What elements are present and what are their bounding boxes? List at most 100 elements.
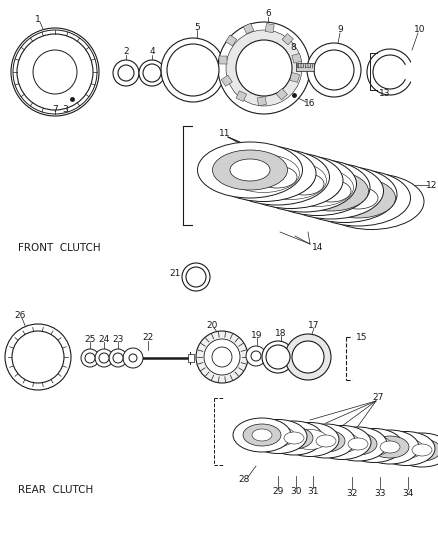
Text: 14: 14 (312, 244, 324, 253)
Circle shape (85, 353, 95, 363)
Text: 2: 2 (123, 47, 129, 56)
Circle shape (251, 351, 261, 361)
Circle shape (5, 324, 71, 390)
Ellipse shape (265, 421, 323, 455)
Ellipse shape (305, 170, 410, 226)
Ellipse shape (319, 174, 424, 230)
Ellipse shape (238, 152, 343, 208)
Text: 29: 29 (272, 488, 284, 497)
Text: 6: 6 (265, 10, 271, 19)
Bar (282, 34, 293, 45)
Bar (290, 72, 300, 82)
Text: 23: 23 (112, 335, 124, 344)
Ellipse shape (240, 157, 314, 197)
Circle shape (292, 341, 324, 373)
Circle shape (212, 347, 232, 367)
Ellipse shape (313, 425, 371, 459)
Text: 3: 3 (62, 106, 68, 115)
Ellipse shape (275, 427, 313, 449)
Circle shape (129, 354, 137, 362)
Ellipse shape (361, 430, 419, 464)
Circle shape (113, 60, 139, 86)
Text: 4: 4 (149, 47, 155, 56)
Circle shape (161, 38, 225, 102)
Circle shape (33, 50, 77, 94)
Ellipse shape (325, 432, 360, 453)
Circle shape (266, 345, 290, 369)
Circle shape (17, 34, 93, 110)
Circle shape (99, 353, 109, 363)
Ellipse shape (329, 427, 387, 461)
Ellipse shape (297, 424, 355, 458)
Ellipse shape (281, 423, 339, 456)
Ellipse shape (227, 155, 300, 192)
Text: 15: 15 (356, 334, 368, 343)
Ellipse shape (212, 150, 287, 190)
Ellipse shape (230, 159, 270, 181)
Ellipse shape (266, 164, 342, 204)
Text: 22: 22 (142, 334, 154, 343)
Text: 17: 17 (308, 320, 320, 329)
Ellipse shape (321, 178, 396, 218)
Text: 11: 11 (219, 130, 231, 139)
Circle shape (11, 28, 99, 116)
Bar (265, 23, 274, 33)
Circle shape (113, 353, 123, 363)
Text: 5: 5 (194, 22, 200, 31)
Circle shape (81, 349, 99, 367)
Ellipse shape (211, 146, 316, 201)
Ellipse shape (338, 187, 378, 209)
Text: 24: 24 (99, 335, 110, 344)
Ellipse shape (412, 444, 432, 456)
Ellipse shape (282, 168, 353, 206)
Circle shape (121, 68, 131, 78)
Bar (276, 88, 287, 100)
Ellipse shape (348, 438, 368, 450)
Text: 32: 32 (346, 489, 358, 497)
Text: 10: 10 (414, 26, 426, 35)
Ellipse shape (403, 439, 438, 461)
Ellipse shape (265, 159, 370, 215)
Circle shape (302, 351, 314, 363)
Text: 28: 28 (238, 475, 250, 484)
Circle shape (95, 349, 113, 367)
FancyBboxPatch shape (296, 63, 314, 71)
Ellipse shape (308, 175, 381, 214)
Circle shape (25, 344, 51, 370)
Ellipse shape (311, 180, 351, 202)
Text: 26: 26 (14, 311, 26, 320)
Ellipse shape (198, 142, 303, 198)
Ellipse shape (389, 439, 424, 458)
Circle shape (139, 60, 165, 86)
Circle shape (246, 50, 282, 86)
Ellipse shape (261, 426, 296, 447)
Circle shape (204, 339, 240, 375)
Circle shape (182, 263, 210, 291)
Ellipse shape (279, 163, 384, 219)
Circle shape (186, 267, 206, 287)
Circle shape (238, 42, 290, 94)
Text: 30: 30 (290, 488, 302, 497)
Text: 7: 7 (52, 106, 58, 115)
Ellipse shape (307, 430, 345, 452)
Circle shape (307, 43, 361, 97)
Circle shape (246, 346, 266, 366)
Ellipse shape (252, 429, 272, 441)
Ellipse shape (316, 435, 336, 447)
Text: REAR  CLUTCH: REAR CLUTCH (18, 485, 93, 495)
Text: 1: 1 (35, 15, 41, 25)
Circle shape (123, 348, 143, 368)
Bar (226, 35, 237, 46)
Bar (221, 75, 232, 86)
Circle shape (167, 44, 219, 96)
Ellipse shape (251, 156, 357, 212)
Ellipse shape (377, 432, 435, 465)
Bar (292, 53, 302, 63)
Bar (236, 91, 247, 101)
Circle shape (39, 56, 71, 88)
Circle shape (17, 336, 59, 378)
Ellipse shape (249, 419, 307, 454)
Text: FRONT  CLUTCH: FRONT CLUTCH (18, 243, 101, 253)
Text: 9: 9 (337, 26, 343, 35)
Ellipse shape (284, 432, 304, 444)
